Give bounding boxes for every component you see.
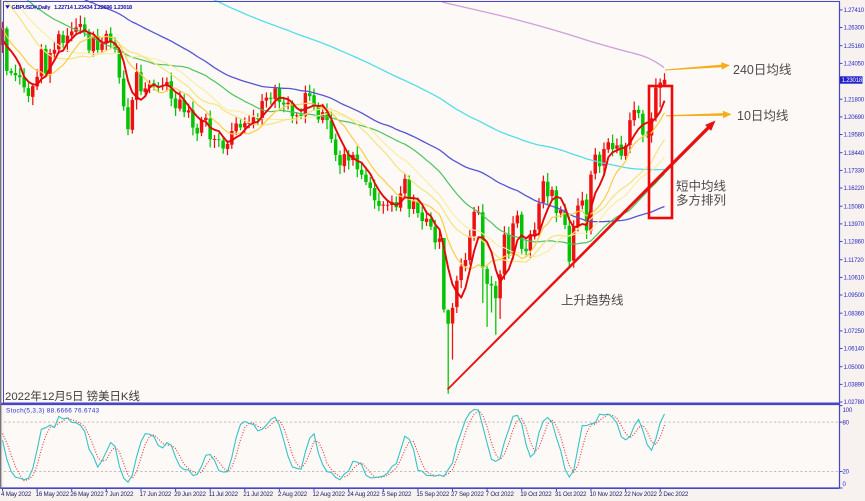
svg-text:1.06140: 1.06140 (844, 347, 865, 353)
svg-text:80: 80 (843, 420, 850, 426)
svg-text:1.07250: 1.07250 (844, 329, 865, 335)
svg-text:1.18440: 1.18440 (844, 151, 865, 157)
svg-text:2022年12月5日 镑美日K线: 2022年12月5日 镑美日K线 (5, 389, 140, 403)
svg-text:1.16220: 1.16220 (844, 186, 865, 192)
svg-text:1.19580: 1.19580 (844, 133, 865, 139)
svg-text:29 Jun 2022: 29 Jun 2022 (174, 491, 206, 498)
svg-text:1.25160: 1.25160 (844, 44, 865, 50)
svg-text:19 Oct 2022: 19 Oct 2022 (520, 491, 552, 498)
svg-text:2 Dec 2022: 2 Dec 2022 (659, 491, 689, 498)
svg-text:1.13970: 1.13970 (844, 222, 865, 228)
svg-text:4 May 2022: 4 May 2022 (1, 491, 32, 498)
svg-text:1.09500: 1.09500 (844, 293, 865, 299)
svg-text:1.05000: 1.05000 (844, 365, 865, 371)
svg-text:1.11720: 1.11720 (844, 258, 865, 264)
svg-text:1.24050: 1.24050 (844, 62, 865, 68)
svg-text:17 Jun 2022: 17 Jun 2022 (140, 491, 172, 498)
svg-text:27 Sep 2022: 27 Sep 2022 (451, 491, 484, 498)
svg-text:1.02780: 1.02780 (844, 400, 865, 406)
svg-text:1.17330: 1.17330 (844, 169, 865, 175)
svg-text:0: 0 (843, 482, 847, 488)
svg-text:5 Sep 2022: 5 Sep 2022 (382, 491, 412, 498)
svg-text:1.26300: 1.26300 (844, 26, 865, 32)
svg-text:上升趋势线: 上升趋势线 (561, 293, 624, 308)
svg-text:1.08360: 1.08360 (844, 311, 865, 317)
svg-text:31 Oct 2022: 31 Oct 2022 (555, 491, 587, 498)
svg-text:1.12860: 1.12860 (844, 240, 865, 246)
svg-text:21 Jul 2022: 21 Jul 2022 (243, 491, 273, 498)
svg-text:15 Sep 2022: 15 Sep 2022 (416, 491, 449, 498)
svg-text:16 May 2022: 16 May 2022 (36, 491, 70, 498)
svg-text:2 Aug 2022: 2 Aug 2022 (278, 491, 308, 498)
svg-text:7 Oct 2022: 7 Oct 2022 (486, 491, 515, 498)
svg-text:1.10610: 1.10610 (844, 276, 865, 282)
svg-text:1.27410: 1.27410 (844, 8, 865, 14)
svg-text:7 Jun 2022: 7 Jun 2022 (105, 491, 134, 498)
svg-text:26 May 2022: 26 May 2022 (70, 491, 104, 498)
svg-text:1.20690: 1.20690 (844, 115, 865, 121)
svg-text:240日均线: 240日均线 (733, 63, 792, 77)
svg-text:10日均线: 10日均线 (737, 109, 789, 123)
svg-text:1.15080: 1.15080 (844, 204, 865, 210)
svg-text:22 Nov 2022: 22 Nov 2022 (624, 491, 657, 498)
svg-text:20: 20 (843, 470, 850, 476)
svg-text:100: 100 (843, 408, 853, 414)
svg-text:1.23018: 1.23018 (842, 78, 863, 84)
svg-text:1.21800: 1.21800 (844, 97, 865, 103)
svg-text:短中均线: 短中均线 (676, 179, 727, 194)
svg-text:11 Jul 2022: 11 Jul 2022 (209, 491, 239, 498)
svg-text:24 Aug 2022: 24 Aug 2022 (347, 491, 380, 498)
svg-text:Stoch(5,3,3) 88.6666 76.6743: Stoch(5,3,3) 88.6666 76.6743 (6, 408, 100, 415)
svg-text:10 Nov 2022: 10 Nov 2022 (590, 491, 623, 498)
svg-text:GBPUSD#,Daily 1.22714 1.2343: GBPUSD#,Daily 1.22714 1.23434 1.22696 1.… (12, 5, 133, 11)
svg-text:多方排列: 多方排列 (676, 193, 726, 208)
svg-text:12 Aug 2022: 12 Aug 2022 (313, 491, 346, 498)
svg-text:1.03890: 1.03890 (844, 383, 865, 389)
